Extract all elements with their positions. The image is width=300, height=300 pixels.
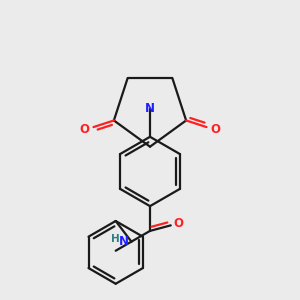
Text: O: O bbox=[174, 217, 184, 230]
Text: N: N bbox=[119, 235, 129, 248]
Text: O: O bbox=[80, 123, 90, 136]
Text: O: O bbox=[210, 123, 220, 136]
Text: H: H bbox=[111, 234, 120, 244]
Text: N: N bbox=[145, 102, 155, 115]
